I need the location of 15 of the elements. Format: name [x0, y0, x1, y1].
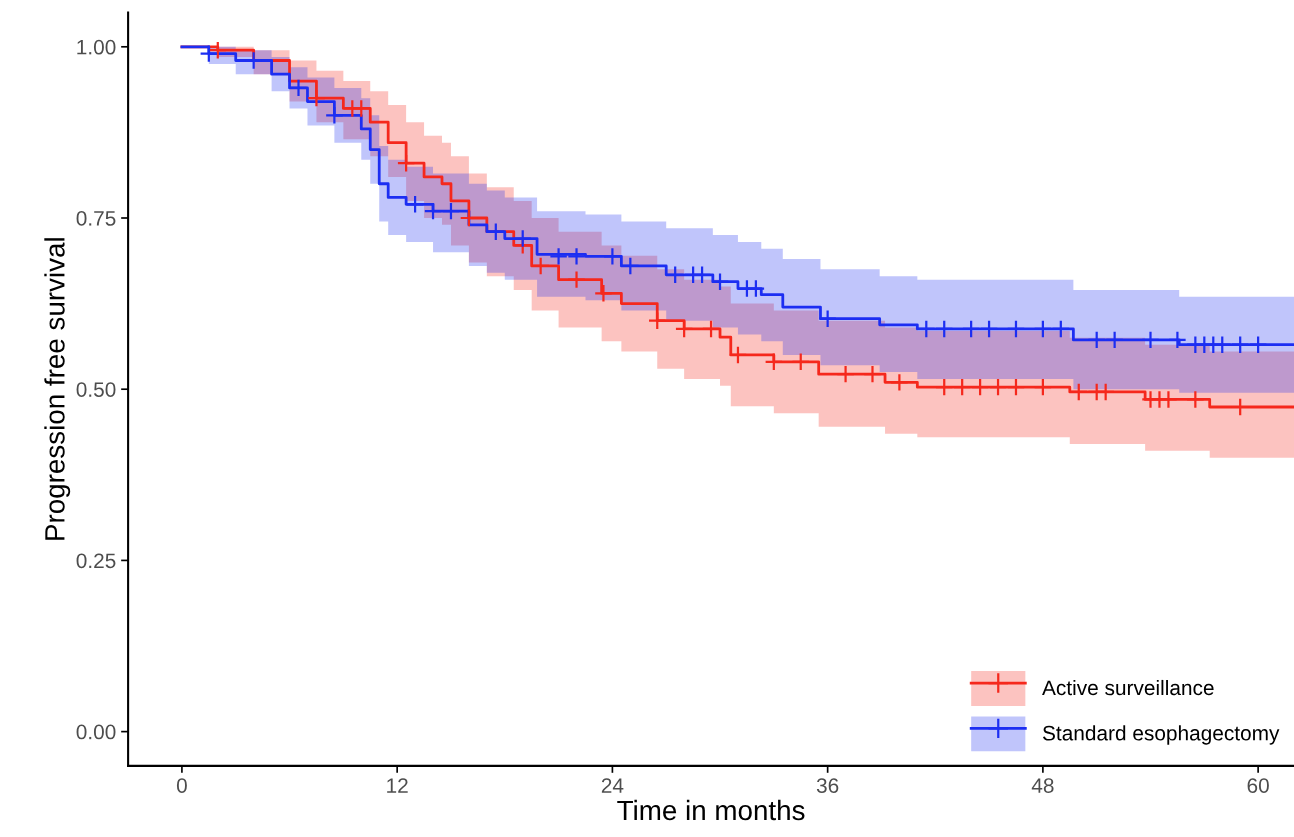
- x-tick-label: 60: [1247, 778, 1269, 793]
- y-tick-label: 1.00: [77, 39, 116, 55]
- y-tick-label: 0.50: [76, 382, 116, 397]
- y-tick-label: 0.25: [76, 553, 116, 569]
- y-tick-label: 0.00: [76, 724, 116, 740]
- x-tick-label: 24: [601, 778, 624, 793]
- x-tick-label: 36: [816, 778, 839, 793]
- x-tick-label: 48: [1031, 778, 1054, 793]
- y-tick-label: 0.75: [76, 211, 116, 226]
- x-tick-label: 12: [387, 778, 408, 793]
- x-tick-label: 0: [176, 778, 187, 793]
- legend-label: Active surveillance: [1042, 679, 1214, 696]
- legend-label: Standard esophagectomy: [1042, 725, 1280, 745]
- y-axis-title: Progression free survival: [44, 238, 71, 540]
- x-axis-title: Time in months: [617, 799, 805, 821]
